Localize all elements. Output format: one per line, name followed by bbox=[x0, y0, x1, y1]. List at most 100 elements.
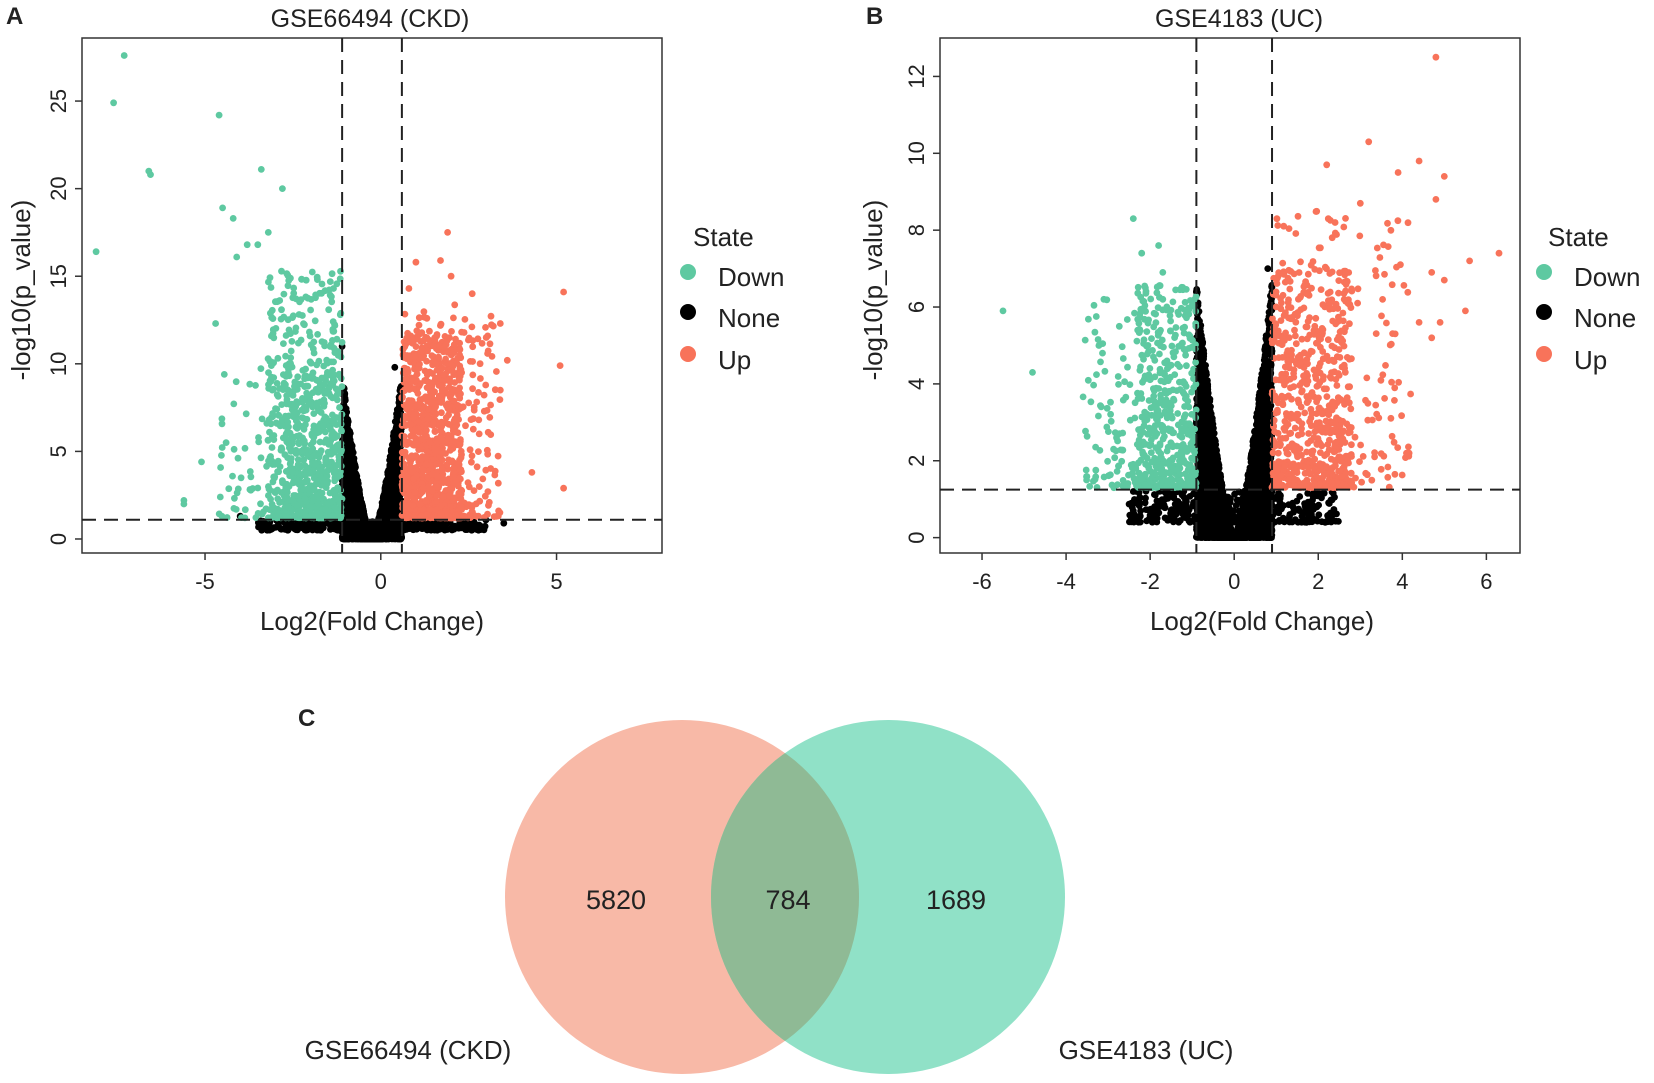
point-none bbox=[354, 499, 362, 507]
point-down bbox=[296, 298, 303, 306]
point-none bbox=[345, 437, 353, 445]
point-none bbox=[355, 525, 362, 533]
point-none bbox=[391, 483, 399, 491]
point-none bbox=[392, 507, 399, 515]
point-none bbox=[372, 521, 380, 529]
point-down bbox=[302, 406, 310, 414]
point-down bbox=[260, 508, 267, 516]
point-none bbox=[475, 521, 483, 529]
point-down bbox=[331, 444, 339, 452]
point-down bbox=[269, 478, 277, 486]
point-none bbox=[285, 520, 292, 528]
point-down bbox=[283, 436, 291, 444]
point-down bbox=[326, 498, 334, 506]
point-down bbox=[300, 396, 308, 404]
point-down bbox=[307, 372, 315, 380]
point-down bbox=[218, 512, 226, 520]
point-down bbox=[271, 460, 279, 468]
point-down bbox=[274, 495, 282, 503]
point-down bbox=[212, 320, 220, 327]
point-none bbox=[353, 486, 361, 494]
point-down bbox=[272, 325, 280, 332]
point-down bbox=[274, 354, 282, 362]
point-down bbox=[269, 410, 276, 417]
point-down bbox=[279, 477, 286, 484]
point-none bbox=[427, 526, 435, 534]
point-down bbox=[300, 320, 307, 328]
point-down bbox=[120, 52, 128, 59]
point-down bbox=[302, 365, 309, 373]
point-down bbox=[232, 378, 240, 386]
point-none bbox=[391, 363, 399, 371]
point-none bbox=[385, 534, 393, 542]
point-down bbox=[264, 229, 272, 236]
point-down bbox=[263, 419, 271, 427]
point-down bbox=[285, 503, 292, 511]
point-none bbox=[500, 519, 508, 527]
point-down bbox=[242, 410, 250, 418]
point-down bbox=[330, 344, 338, 352]
point-down bbox=[274, 393, 282, 400]
point-down bbox=[222, 439, 230, 446]
point-down bbox=[268, 444, 276, 451]
point-down bbox=[318, 468, 326, 475]
point-none bbox=[351, 464, 359, 472]
point-down bbox=[321, 390, 328, 397]
point-down bbox=[265, 492, 272, 499]
point-down bbox=[321, 428, 329, 436]
point-down bbox=[266, 454, 274, 461]
point-down bbox=[276, 297, 284, 304]
point-none bbox=[393, 406, 401, 414]
point-down bbox=[218, 452, 225, 459]
point-down bbox=[327, 450, 335, 458]
point-down bbox=[270, 334, 278, 342]
point-down bbox=[268, 306, 276, 314]
point-down bbox=[294, 373, 302, 381]
point-down bbox=[320, 339, 328, 346]
point-down bbox=[265, 278, 272, 286]
point-down bbox=[329, 512, 337, 520]
point-down bbox=[309, 345, 317, 353]
point-down bbox=[282, 430, 290, 438]
point-down bbox=[293, 502, 301, 509]
point-down bbox=[316, 438, 324, 446]
point-down bbox=[314, 477, 322, 485]
point-down bbox=[282, 352, 289, 360]
point-down bbox=[327, 371, 335, 379]
point-down bbox=[246, 380, 254, 388]
point-down bbox=[234, 485, 242, 493]
point-down bbox=[257, 454, 265, 462]
point-none bbox=[436, 525, 444, 533]
point-down bbox=[254, 241, 262, 249]
point-down bbox=[318, 374, 326, 382]
point-down bbox=[278, 306, 285, 314]
point-down bbox=[247, 486, 255, 494]
point-down bbox=[329, 327, 337, 335]
point-down bbox=[257, 365, 265, 372]
point-none bbox=[386, 472, 393, 480]
point-down bbox=[310, 410, 318, 417]
point-down bbox=[298, 414, 306, 421]
point-none bbox=[313, 526, 321, 534]
point-down bbox=[315, 500, 322, 508]
point-down bbox=[273, 419, 281, 427]
point-down bbox=[288, 363, 296, 371]
point-down bbox=[283, 400, 291, 408]
point-down bbox=[233, 253, 241, 261]
point-down bbox=[307, 359, 315, 367]
point-down bbox=[268, 314, 276, 321]
point-down bbox=[198, 458, 205, 466]
point-down bbox=[274, 510, 282, 518]
point-down bbox=[274, 486, 281, 494]
point-down bbox=[241, 444, 249, 452]
point-down bbox=[270, 436, 278, 443]
point-down bbox=[306, 328, 313, 336]
point-none bbox=[373, 535, 381, 543]
point-down bbox=[300, 425, 308, 433]
point-down bbox=[314, 276, 321, 283]
point-down bbox=[287, 347, 295, 355]
point-down bbox=[328, 432, 336, 439]
point-down bbox=[230, 400, 238, 408]
point-down bbox=[254, 484, 262, 492]
